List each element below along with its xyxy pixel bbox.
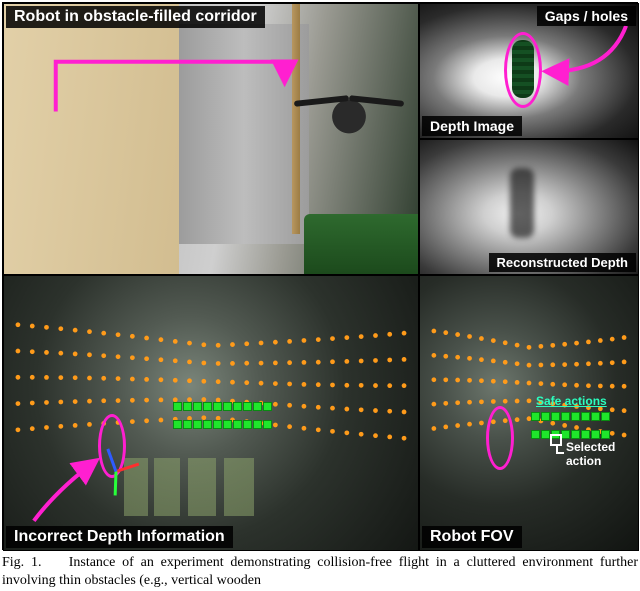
caption-text: Instance of an experiment demonstrating …: [2, 555, 638, 588]
figure-composite: Robot in obstacle-filled corridor Gaps /…: [2, 2, 638, 550]
label-gaps: Gaps / holes: [537, 6, 636, 26]
caption-prefix: Fig. 1.: [2, 555, 41, 570]
wood-board: [4, 4, 179, 274]
label-reconstructed: Reconstructed Depth: [489, 253, 636, 272]
label-safe-actions: Safe actions: [536, 394, 607, 408]
selected-tick-icon: [556, 446, 564, 454]
figure-caption: Fig. 1. Instance of an experiment demons…: [2, 554, 638, 590]
selected-action-box: [550, 434, 562, 446]
elevator-doors: [179, 24, 309, 244]
label-corridor: Robot in obstacle-filled corridor: [6, 6, 265, 28]
label-depth-image: Depth Image: [422, 116, 522, 136]
panel-depth-image: Gaps / holes Depth Image: [419, 3, 639, 139]
label-robot-fov: Robot FOV: [422, 526, 522, 548]
panel-reconstructed-depth: Reconstructed Depth: [419, 139, 639, 275]
label-incorrect-depth: Incorrect Depth Information: [6, 526, 233, 548]
panel-robot-fov: Safe actions Selected action Robot FOV: [419, 275, 639, 551]
panel-incorrect-depth: Incorrect Depth Information: [3, 275, 419, 551]
green-action-grid-right: [530, 408, 610, 444]
thin-obstacle-pole: [292, 4, 300, 234]
green-bin: [304, 214, 419, 274]
axis-triad: [116, 470, 156, 510]
ellipse-depth: [504, 32, 542, 108]
panel-corridor-photo: Robot in obstacle-filled corridor: [3, 3, 419, 275]
ellipse-fov: [486, 406, 514, 470]
axis-y: [114, 471, 118, 495]
green-action-grid-left: [172, 398, 272, 434]
recon-pole-shadow: [510, 168, 534, 238]
drone-robot: [314, 94, 384, 139]
label-selected-action: Selected action: [566, 440, 638, 468]
